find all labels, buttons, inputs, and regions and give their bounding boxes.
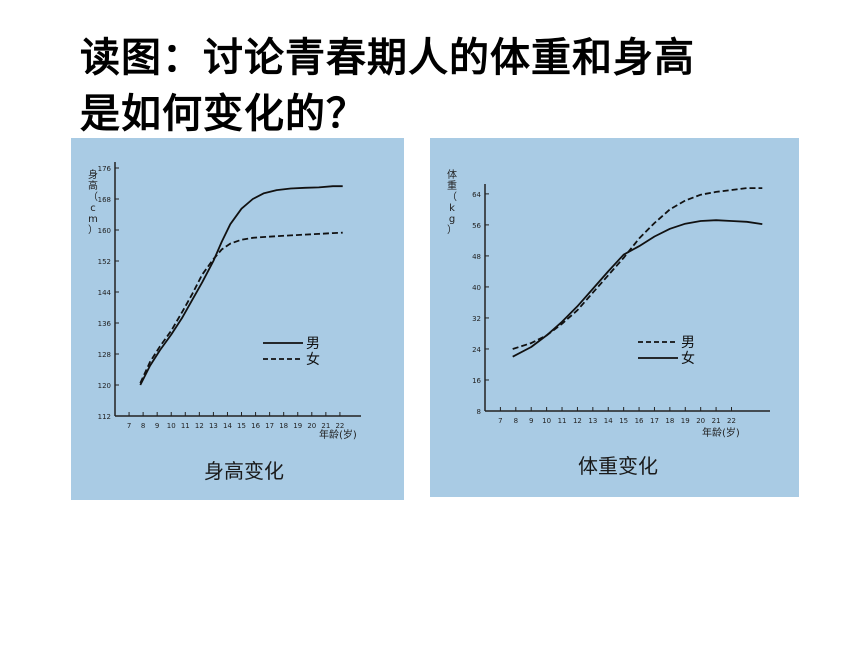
x-tick-label: 20 xyxy=(307,422,316,430)
x-tick-label: 15 xyxy=(619,417,628,425)
x-tick-label: 22 xyxy=(727,417,736,425)
x-tick-label: 12 xyxy=(573,417,582,425)
x-tick-label: 16 xyxy=(251,422,260,430)
x-tick-label: 9 xyxy=(529,417,533,425)
y-tick-label: 24 xyxy=(472,346,481,354)
chart-caption: 身高变化 xyxy=(204,459,284,483)
x-tick-label: 9 xyxy=(155,422,159,430)
y-tick-label: 48 xyxy=(472,253,481,261)
x-tick-label: 13 xyxy=(209,422,218,430)
x-tick-label: 19 xyxy=(293,422,302,430)
x-tick-label: 22 xyxy=(335,422,344,430)
x-tick-label: 8 xyxy=(514,417,518,425)
x-tick-label: 11 xyxy=(558,417,567,425)
y-tick-label: 176 xyxy=(98,165,112,173)
x-tick-label: 8 xyxy=(141,422,145,430)
x-tick-label: 17 xyxy=(265,422,274,430)
y-tick-label: 8 xyxy=(477,408,481,416)
y-axis-label: 身高（ c m） xyxy=(88,168,98,236)
legend-label: 女 xyxy=(681,350,695,367)
legend-label: 女 xyxy=(306,351,320,368)
y-tick-label: 160 xyxy=(98,227,111,235)
x-axis-label: 年龄(岁) xyxy=(702,426,740,439)
title-line-1: 读图：讨论青春期人的体重和身高 xyxy=(80,35,695,81)
series-line-dashed xyxy=(512,187,763,350)
x-tick-label: 7 xyxy=(498,417,502,425)
y-tick-label: 56 xyxy=(472,222,481,230)
y-tick-label: 40 xyxy=(472,284,481,292)
legend-label: 男 xyxy=(306,336,320,352)
x-tick-label: 13 xyxy=(588,417,597,425)
series-line-solid xyxy=(139,185,343,386)
slide-title: 读图：讨论青春期人的体重和身高 是如何变化的？ xyxy=(80,30,780,142)
x-tick-label: 16 xyxy=(635,417,644,425)
series-line-dashed xyxy=(139,231,343,384)
x-tick-label: 10 xyxy=(167,422,176,430)
weight-chart-panel: 8 16 24 32 40 48 56 64 7 8 9 10 11 12 13 14 15 16 17 18 19 20… xyxy=(430,138,799,497)
x-tick-label: 18 xyxy=(279,422,288,430)
x-tick-label: 10 xyxy=(542,417,551,425)
y-tick-label: 168 xyxy=(98,196,111,204)
series-line-solid xyxy=(512,219,763,358)
height-chart-panel: 112 120 128 136 144 152 160 168 176 7 8 9 10 11 12 13 14… xyxy=(71,138,404,500)
y-tick-label: 64 xyxy=(472,191,481,199)
height-chart: 112 120 128 136 144 152 160 168 176 7 8 9 10 11 12 13 14… xyxy=(88,162,361,483)
x-tick-label: 20 xyxy=(696,417,705,425)
y-axis-label: 体重（ k g） xyxy=(447,169,457,236)
x-tick-label: 18 xyxy=(665,417,674,425)
y-tick-label: 16 xyxy=(472,377,481,385)
x-tick-label: 15 xyxy=(237,422,246,430)
y-tick-label: 112 xyxy=(98,413,111,421)
y-tick-label: 128 xyxy=(98,351,111,359)
weight-chart: 8 16 24 32 40 48 56 64 7 8 9 10 11 12 13 14 15 16 17 18 19 20… xyxy=(447,169,770,478)
x-tick-label: 21 xyxy=(712,417,721,425)
x-tick-label: 21 xyxy=(321,422,330,430)
y-tick-label: 136 xyxy=(98,320,112,328)
y-tick-label: 152 xyxy=(98,258,111,266)
legend-label: 男 xyxy=(681,335,695,351)
x-tick-label: 17 xyxy=(650,417,659,425)
x-tick-label: 19 xyxy=(681,417,690,425)
x-tick-label: 7 xyxy=(127,422,131,430)
chart-caption: 体重变化 xyxy=(578,454,658,478)
x-axis-label: 年龄(岁) xyxy=(319,428,357,441)
y-tick-label: 144 xyxy=(98,289,112,297)
x-tick-label: 14 xyxy=(223,422,232,430)
x-tick-label: 12 xyxy=(195,422,204,430)
y-tick-label: 32 xyxy=(472,315,481,323)
y-tick-label: 120 xyxy=(98,382,111,390)
title-line-2: 是如何变化的？ xyxy=(80,91,367,137)
x-tick-label: 14 xyxy=(604,417,613,425)
x-tick-label: 11 xyxy=(181,422,190,430)
